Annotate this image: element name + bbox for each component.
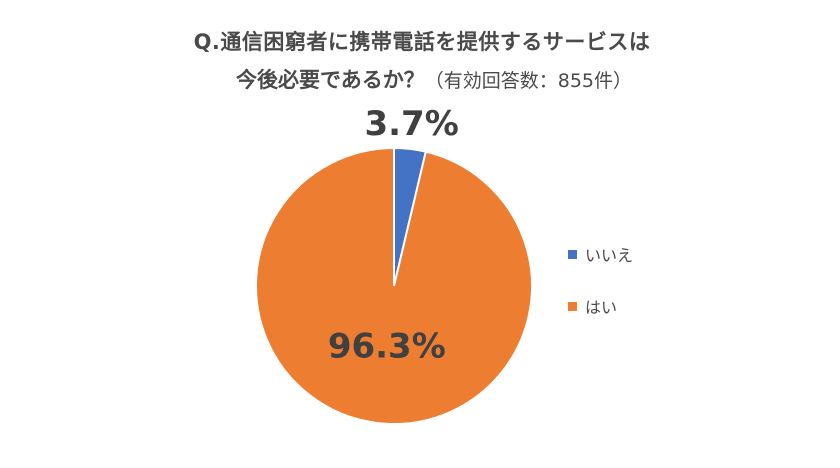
slice-label-no: 3.7% (364, 104, 458, 144)
slice-label-yes: 96.3% (328, 327, 446, 367)
legend-swatch-no (568, 249, 577, 259)
legend-label-no: いいえ (585, 246, 634, 265)
legend-swatch-yes (568, 301, 577, 311)
chart-title-note: （有効回答数：855件） (424, 70, 633, 92)
pie-slice-yes (255, 146, 534, 425)
legend-item-no: いいえ (568, 242, 633, 266)
chart-title-line2: 今後必要であるか？（有効回答数：855件） (0, 64, 840, 94)
legend: いいえ はい (568, 242, 633, 346)
legend-label-yes: はい (585, 298, 618, 317)
chart-title-line1: Q.通信困窮者に携帯電話を提供するサービスは (193, 30, 651, 54)
legend-item-yes: はい (568, 294, 633, 318)
chart-title-main: 今後必要であるか？ (235, 68, 425, 92)
